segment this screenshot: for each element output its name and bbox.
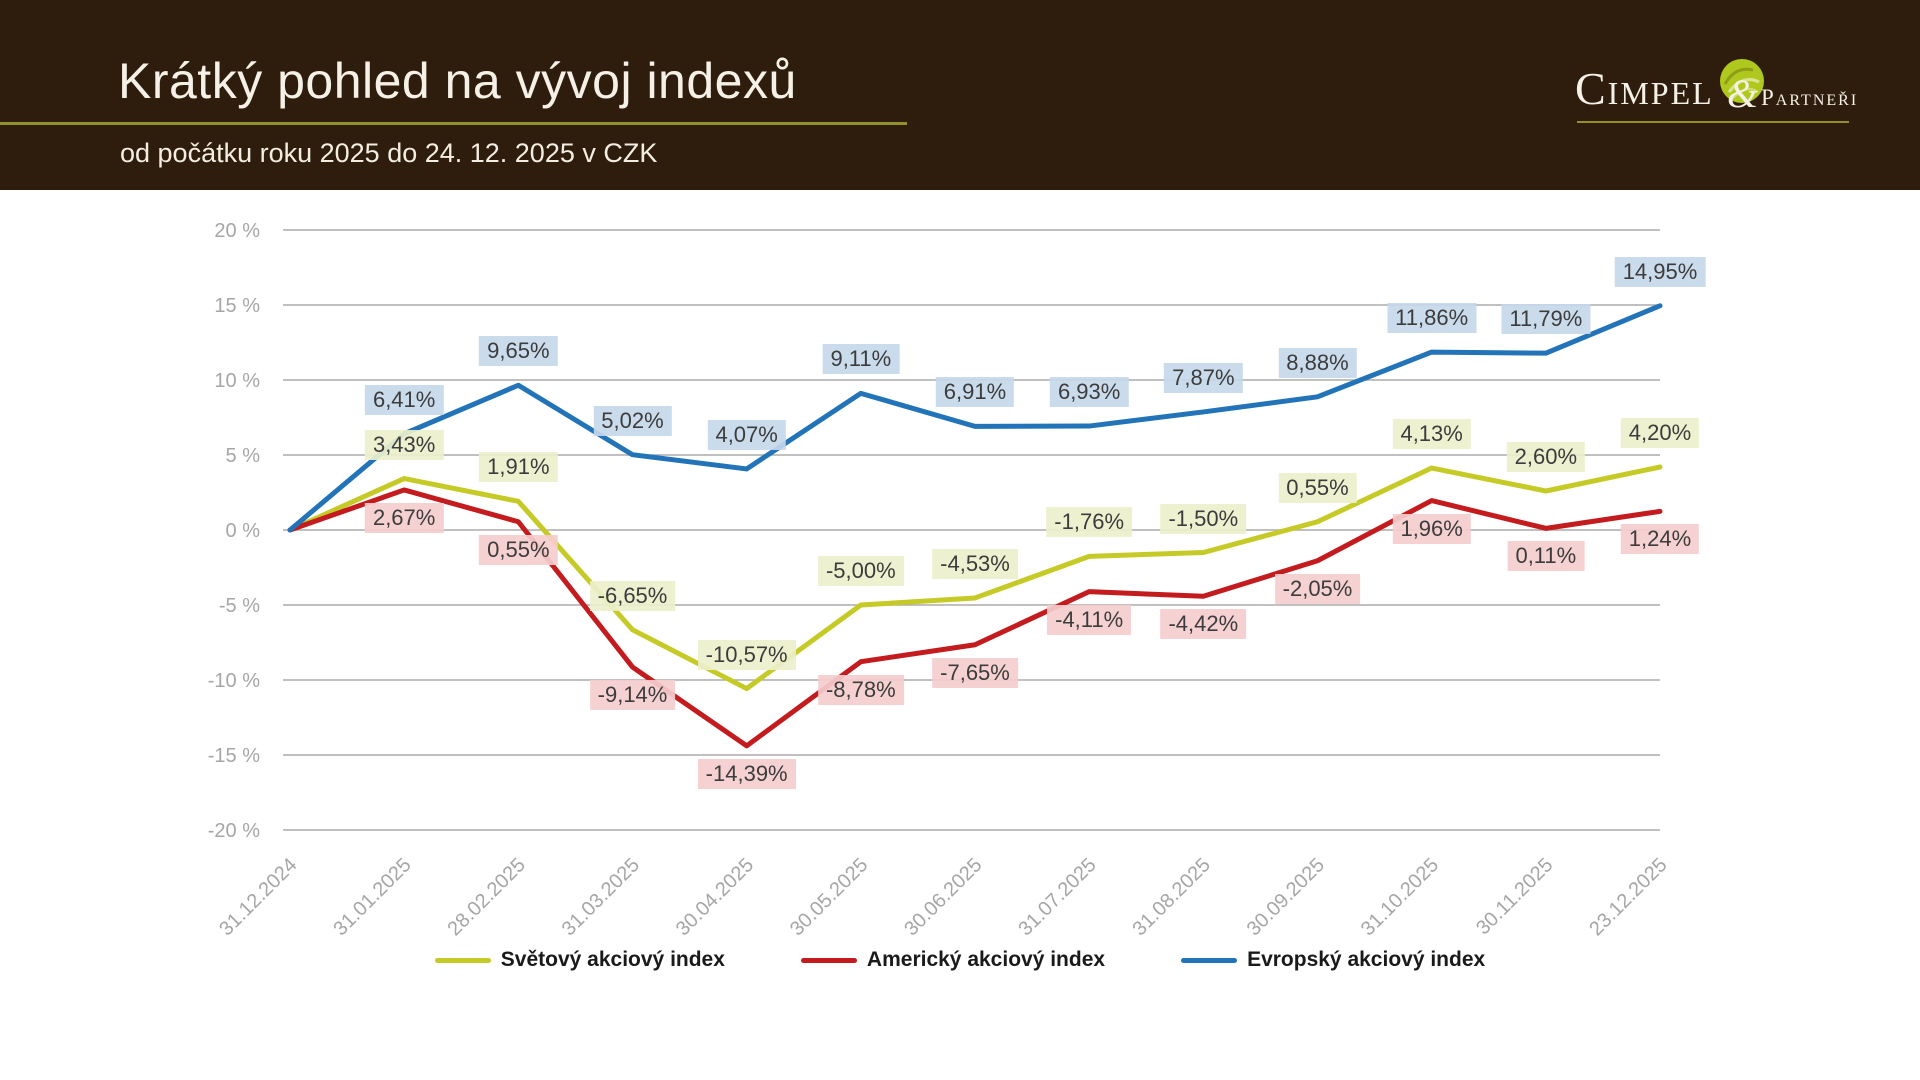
x-tick-label: 31.01.2025 — [329, 854, 415, 940]
page-title: Krátký pohled na vývoj indexů — [118, 53, 797, 109]
y-tick-label: -5 % — [219, 595, 260, 617]
y-tick-label: -15 % — [208, 745, 260, 767]
legend-swatch-american — [800, 957, 857, 963]
page-subtitle: od počátku roku 2025 do 24. 12. 2025 v C… — [120, 138, 658, 168]
legend-item-world-index: Světový akciový index — [434, 948, 725, 972]
x-tick-label: 31.12.2024 — [215, 854, 301, 940]
legend-item-american-index: Americký akciový index — [800, 948, 1106, 972]
series-line-european — [287, 303, 1663, 533]
legend-label-american: Americký akciový index — [866, 948, 1106, 971]
logo-partners-text: Partneři — [1761, 85, 1859, 110]
legend-label-world: Světový akciový index — [500, 948, 725, 971]
logo-underline-rule — [1577, 121, 1849, 123]
series-line-world — [287, 464, 1663, 692]
legend-item-european-index: Evropský akciový index — [1181, 948, 1485, 972]
chart-legend: Světový akciový index Americký akciový i… — [0, 948, 1920, 972]
x-tick-label: 31.03.2025 — [558, 854, 644, 940]
logo-scribble-icon — [1720, 59, 1764, 103]
x-tick-label: 28.02.2025 — [444, 854, 530, 940]
y-tick-label: 20 % — [214, 220, 260, 242]
y-tick-label: -20 % — [208, 820, 260, 842]
title-underline-rule — [0, 122, 907, 125]
x-tick-label: 31.10.2025 — [1357, 854, 1443, 940]
company-logo: Cimpel & Partneři — [1575, 58, 1875, 128]
logo-company-name: Cimpel — [1575, 63, 1714, 114]
x-tick-label: 23.12.2025 — [1585, 854, 1671, 940]
x-tick-label: 30.09.2025 — [1243, 854, 1329, 940]
x-tick-label: 30.06.2025 — [900, 854, 986, 940]
header-banner: Krátký pohled na vývoj indexů od počátku… — [0, 0, 1920, 190]
legend-label-european: Evropský akciový index — [1247, 948, 1486, 971]
legend-swatch-world — [434, 957, 491, 963]
x-tick-label: 31.07.2025 — [1014, 854, 1100, 940]
x-tick-label: 30.05.2025 — [786, 854, 872, 940]
y-tick-label: 15 % — [214, 295, 260, 317]
y-tick-label: 5 % — [226, 445, 261, 467]
logo-ampersand: & — [1727, 71, 1759, 116]
y-tick-label: 10 % — [214, 370, 260, 392]
x-tick-label: 30.11.2025 — [1472, 854, 1557, 939]
legend-swatch-european — [1181, 957, 1238, 963]
y-tick-label: 0 % — [226, 520, 261, 542]
y-tick-label: -10 % — [208, 670, 260, 692]
x-tick-label: 31.08.2025 — [1129, 854, 1215, 940]
series-line-american — [287, 487, 1663, 749]
x-tick-label: 30.04.2025 — [672, 854, 758, 940]
